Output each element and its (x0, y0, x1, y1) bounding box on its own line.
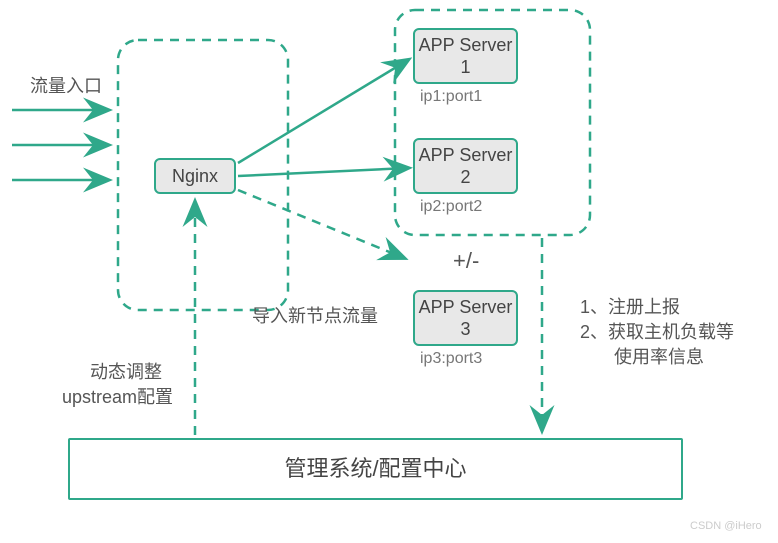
app-server-2-node: APP Server 2 (413, 138, 518, 194)
app3-label: APP Server 3 (415, 296, 516, 341)
dynamic-adjust-label-2: upstream配置 (62, 383, 173, 409)
app-server-1-node: APP Server 1 (413, 28, 518, 84)
watermark: CSDN @iHero (690, 520, 762, 532)
ip3-caption: ip3:port3 (420, 350, 482, 368)
right-note-3: 使用率信息 (614, 343, 704, 369)
nginx-label: Nginx (172, 165, 218, 188)
app2-label: APP Server 2 (415, 144, 516, 189)
management-center-node: 管理系统/配置中心 (68, 438, 683, 500)
mgmt-label: 管理系统/配置中心 (284, 455, 466, 483)
app-server-3-node: APP Server 3 (413, 290, 518, 346)
plus-minus-label: +/- (453, 248, 479, 274)
traffic-entry-label: 流量入口 (30, 72, 102, 98)
right-note-2: 2、获取主机负载等 (580, 318, 734, 344)
app1-label: APP Server 1 (415, 34, 516, 79)
import-new-node-label: 导入新节点流量 (252, 302, 378, 328)
ip2-caption: ip2:port2 (420, 198, 482, 216)
right-note-1: 1、注册上报 (580, 293, 680, 319)
dynamic-adjust-label-1: 动态调整 (90, 358, 162, 384)
ip1-caption: ip1:port1 (420, 88, 482, 106)
nginx-node: Nginx (154, 158, 236, 194)
